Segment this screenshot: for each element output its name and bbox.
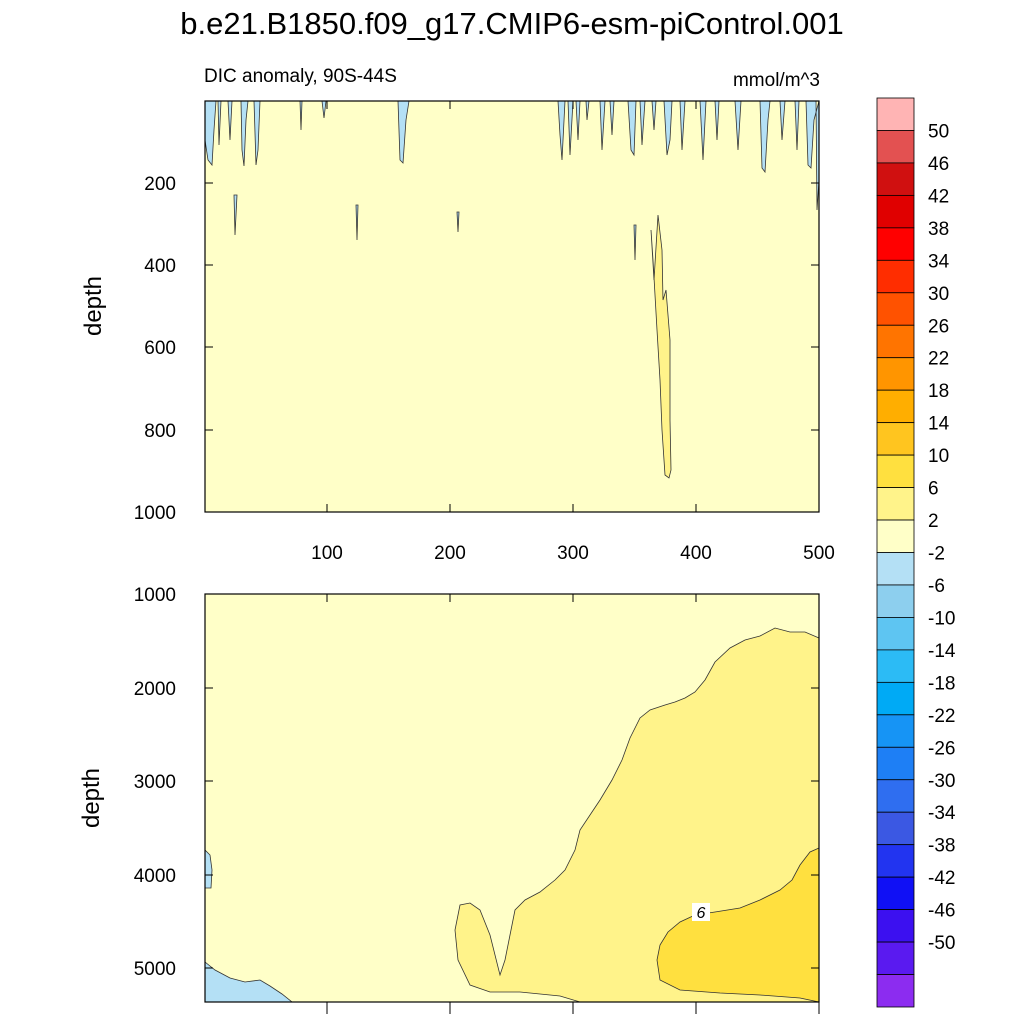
upper-plot-background	[205, 101, 819, 512]
upper-plot-frame	[204, 100, 820, 513]
colorbar-label: 26	[928, 316, 949, 337]
colorbar-label: 34	[928, 251, 950, 272]
colorbar-swatch	[876, 454, 915, 488]
upper-x-tick-label: 500	[803, 543, 835, 564]
colorbar-label: 50	[928, 121, 949, 142]
colorbar-swatch	[876, 974, 915, 1008]
upper-y-tick-label: 1000	[134, 503, 176, 524]
colorbar-label: -34	[928, 803, 956, 824]
colorbar-swatch	[876, 487, 915, 521]
colorbar-swatch	[876, 584, 915, 618]
colorbar-swatch	[876, 844, 915, 878]
colorbar-swatch	[876, 422, 915, 456]
colorbar-swatch	[876, 162, 915, 196]
colorbar-swatch	[876, 876, 915, 911]
colorbar-swatch	[876, 617, 915, 651]
colorbar-label: 38	[928, 219, 949, 240]
colorbar-swatch	[876, 357, 915, 391]
colorbar-swatch	[876, 746, 915, 781]
colorbar-label: -14	[928, 641, 956, 662]
colorbar-swatch	[876, 227, 915, 261]
colorbar-label: 42	[928, 186, 949, 207]
lower-y-tick-label: 4000	[134, 866, 176, 887]
upper-panel: DIC anomaly, 90S-44S mmol/m^3	[80, 66, 835, 564]
colorbar-label: 14	[928, 414, 950, 435]
lower-x-axis	[326, 594, 820, 1014]
upper-y-axis-label: depth	[80, 276, 107, 336]
lower-positive-band	[454, 627, 820, 1003]
upper-y-tick-label: 400	[144, 256, 176, 277]
colorbar-swatch	[876, 194, 915, 229]
lower-panel: 6 1000 2000 3000 4000 5000 depth	[78, 585, 820, 1014]
colorbar-label: -30	[928, 771, 955, 792]
colorbar-label: -50	[928, 933, 955, 954]
colorbar-label: -2	[928, 544, 945, 565]
colorbar-label: 30	[928, 284, 949, 305]
colorbar-swatch	[876, 389, 915, 424]
upper-x-tick-label: 100	[311, 543, 343, 564]
contour-label-box	[692, 903, 710, 921]
upper-y-tick-label: 600	[144, 338, 176, 359]
upper-x-axis	[326, 101, 820, 512]
colorbar-swatch	[876, 714, 915, 748]
upper-subtitle-right: mmol/m^3	[733, 70, 820, 91]
colorbar-swatch	[876, 941, 915, 975]
upper-y-tick-label: 800	[144, 421, 176, 442]
colorbar-swatch	[876, 779, 915, 813]
colorbar-label: 2	[928, 511, 939, 532]
colorbar-label: -42	[928, 868, 955, 889]
colorbar-swatch	[876, 681, 915, 716]
lower-y-tick-label: 1000	[134, 585, 176, 606]
lower-plot-frame	[204, 593, 820, 1003]
colorbar-swatch	[876, 519, 915, 553]
colorbar-label: 46	[928, 154, 949, 175]
colorbar-swatch	[876, 259, 915, 294]
lower-positive-core	[656, 847, 820, 1003]
colorbar-swatch	[876, 649, 915, 683]
colorbar-label: -22	[928, 706, 955, 727]
colorbar-label: 22	[928, 349, 949, 370]
colorbar-swatch	[876, 324, 915, 359]
figure-title: b.e21.B1850.f09_g17.CMIP6-esm-piControl.…	[180, 6, 843, 41]
lower-y-tick-label: 2000	[134, 679, 176, 700]
upper-y-tick-label: 200	[144, 174, 176, 195]
upper-subtitle-left: DIC anomaly, 90S-44S	[204, 66, 397, 87]
upper-x-tick-label: 200	[434, 543, 466, 564]
upper-x-tick-label: 400	[680, 543, 712, 564]
upper-positive-plume	[650, 214, 672, 479]
lower-y-axis-label: depth	[78, 768, 105, 828]
lower-y-tick-label: 3000	[134, 772, 176, 793]
colorbar-label: -46	[928, 901, 955, 922]
colorbar-label: 10	[928, 446, 949, 467]
upper-x-tick-label: 300	[557, 543, 589, 564]
colorbar-label: -18	[928, 673, 955, 694]
lower-y-tick-label: 5000	[134, 959, 176, 980]
colorbar-swatch	[876, 97, 915, 131]
colorbar-label: 6	[928, 479, 939, 500]
colorbar-swatch	[876, 909, 915, 943]
contour-label: 6	[697, 905, 706, 922]
colorbar: 50 46 42 38 34 30 26 22 18 14 10 6 2 -2 -6 -10 -14 -18 -22…	[876, 97, 956, 1008]
colorbar-swatch	[876, 811, 915, 846]
upper-negative-streaks	[233, 194, 637, 261]
colorbar-label: -26	[928, 738, 955, 759]
colorbar-swatch	[876, 292, 915, 326]
upper-y-axis	[205, 182, 819, 513]
colorbar-label: -6	[928, 576, 945, 597]
lower-y-axis	[205, 593, 819, 969]
colorbar-label: -10	[928, 608, 955, 629]
colorbar-label: 18	[928, 381, 949, 402]
colorbar-swatch	[876, 130, 915, 164]
colorbar-label: -38	[928, 836, 955, 857]
colorbar-swatch	[876, 552, 915, 586]
